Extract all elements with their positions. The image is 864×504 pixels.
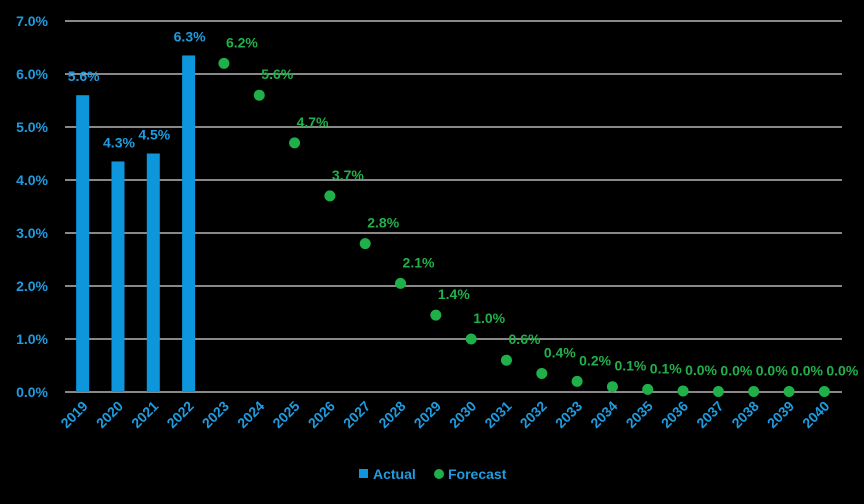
- bar-actual: [182, 55, 196, 392]
- data-label-forecast: 0.1%: [614, 358, 646, 374]
- y-tick-label: 1.0%: [16, 331, 48, 347]
- point-forecast: [430, 309, 442, 321]
- point-forecast: [606, 381, 618, 393]
- x-tick-label: 2034: [587, 398, 620, 431]
- point-forecast: [289, 137, 301, 149]
- point-forecast: [642, 383, 654, 395]
- data-label-forecast: 6.2%: [226, 34, 258, 50]
- point-forecast: [712, 385, 724, 397]
- point-forecast: [571, 375, 583, 387]
- x-axis: 2019 2020 2021 2022 2023 2024 2025 2026 2027 2028…: [57, 398, 832, 431]
- point-forecast: [500, 354, 512, 366]
- point-forecast: [818, 385, 830, 397]
- y-tick-label: 6.0%: [16, 66, 48, 82]
- legend-label: Actual: [373, 466, 416, 482]
- x-tick-label: 2025: [269, 398, 302, 431]
- data-label-forecast: 0.0%: [685, 362, 717, 378]
- data-label-forecast: 0.0%: [720, 362, 752, 378]
- y-axis: 0.0% 1.0% 2.0% 3.0% 4.0% 5.0% 6.0% 7.0%: [16, 13, 48, 400]
- data-label-actual: 4.3%: [103, 134, 135, 150]
- x-tick-label: 2024: [234, 398, 267, 431]
- x-tick-label: 2037: [693, 398, 726, 431]
- y-tick-label: 3.0%: [16, 225, 48, 241]
- data-label-actual: 4.5%: [138, 127, 170, 143]
- data-label-forecast: 0.0%: [826, 362, 858, 378]
- point-forecast: [359, 238, 371, 250]
- x-tick-label: 2022: [163, 398, 196, 431]
- point-forecast: [677, 385, 689, 397]
- data-label-forecast: 0.6%: [509, 331, 541, 347]
- x-tick-label: 2028: [375, 398, 408, 431]
- x-tick-label: 2035: [623, 398, 656, 431]
- x-tick-label: 2040: [799, 398, 832, 431]
- data-label-forecast: 0.0%: [756, 362, 788, 378]
- data-label-forecast: 3.7%: [332, 167, 364, 183]
- x-tick-label: 2032: [517, 398, 550, 431]
- point-forecast: [465, 333, 477, 345]
- x-tick-label: 2039: [764, 398, 797, 431]
- point-forecast: [253, 89, 265, 101]
- x-tick-label: 2023: [199, 398, 232, 431]
- y-tick-label: 2.0%: [16, 278, 48, 294]
- bar-actual: [76, 95, 90, 392]
- legend-label: Forecast: [448, 466, 507, 482]
- data-label-forecast: 2.8%: [367, 215, 399, 231]
- data-label-forecast: 0.0%: [791, 362, 823, 378]
- bar-actual: [111, 161, 125, 392]
- y-tick-label: 4.0%: [16, 172, 48, 188]
- point-forecast: [395, 277, 407, 289]
- data-label-forecast: 1.0%: [473, 310, 505, 326]
- point-forecast: [536, 367, 548, 379]
- x-tick-label: 2030: [446, 398, 479, 431]
- point-forecast: [783, 385, 795, 397]
- point-forecast: [324, 190, 336, 202]
- legend-marker-forecast: [434, 469, 444, 479]
- x-tick-label: 2033: [552, 398, 585, 431]
- point-forecast: [748, 385, 760, 397]
- data-label-forecast: 5.6%: [261, 66, 293, 82]
- x-tick-label: 2021: [128, 398, 161, 431]
- data-label-forecast: 2.1%: [403, 254, 435, 270]
- data-label-forecast: 4.7%: [297, 114, 329, 130]
- legend-marker-actual: [359, 469, 368, 478]
- x-tick-label: 2027: [340, 398, 373, 431]
- forecast-points: 6.2%5.6% 4.7% 3.7% 2.8% 2.1%1.4%1.0%0.6%0.4%…: [218, 34, 859, 397]
- bar-actual: [146, 153, 160, 392]
- y-tick-label: 5.0%: [16, 119, 48, 135]
- gridlines: [65, 20, 842, 393]
- x-tick-label: 2019: [57, 398, 90, 431]
- legend: Actual Forecast: [359, 466, 507, 482]
- x-tick-label: 2029: [411, 398, 444, 431]
- data-label-actual: 5.6%: [68, 68, 100, 84]
- y-tick-label: 0.0%: [16, 384, 48, 400]
- actual-bars: 5.6% 4.3% 4.5% 6.3%: [68, 28, 206, 392]
- data-label-forecast: 0.1%: [650, 360, 682, 376]
- data-label-actual: 6.3%: [174, 28, 206, 44]
- data-label-forecast: 1.4%: [438, 286, 470, 302]
- x-tick-label: 2026: [305, 398, 338, 431]
- data-label-forecast: 0.2%: [579, 352, 611, 368]
- data-label-forecast: 0.4%: [544, 344, 576, 360]
- point-forecast: [218, 57, 230, 69]
- y-tick-label: 7.0%: [16, 13, 48, 29]
- x-tick-label: 2038: [728, 398, 761, 431]
- x-tick-label: 2031: [481, 398, 514, 431]
- x-tick-label: 2036: [658, 398, 691, 431]
- x-tick-label: 2020: [93, 398, 126, 431]
